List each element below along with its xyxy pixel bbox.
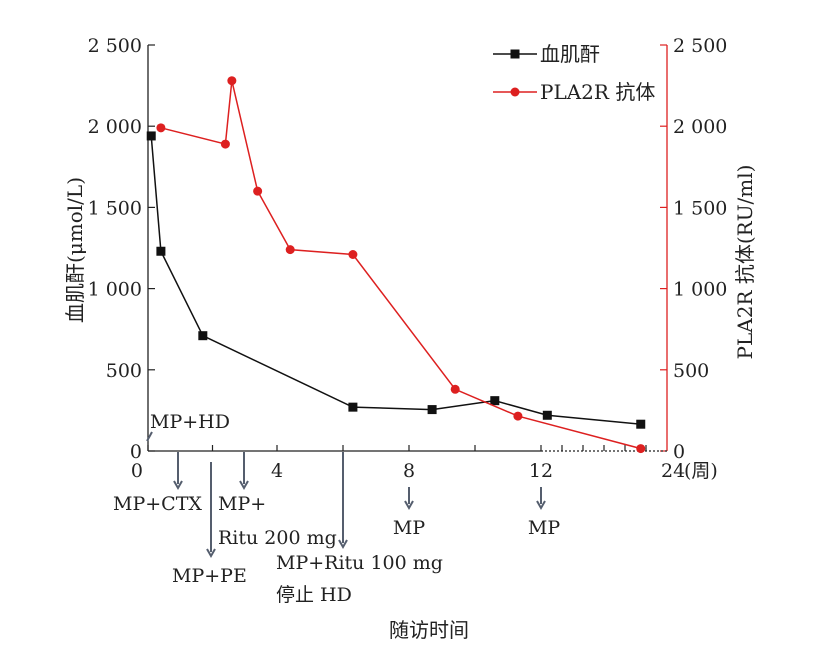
arrow-mp-ritu100-head: [338, 539, 348, 550]
series-group: [146, 76, 646, 454]
annotation-mp-ritu100-line1: MP+Ritu 100 mg: [276, 552, 443, 574]
x-tick-label: 12: [529, 460, 553, 482]
y-left-tick-label: 2 000: [88, 116, 142, 138]
data-point-circle: [513, 411, 523, 421]
x-axis-label: 随访时间: [389, 618, 469, 642]
data-point-circle: [285, 245, 295, 255]
arrow-mp-8-head: [404, 500, 414, 511]
annotation-mp-ctx: MP+CTX: [113, 493, 202, 515]
data-point-circle: [253, 186, 263, 196]
arrow-mp-12-head: [536, 500, 546, 511]
y-axis-left-label: 血肌酐(μmol/L): [63, 177, 87, 323]
arrow-mp-ritu200-head: [239, 480, 249, 491]
y-left-tick-label: 1 500: [88, 197, 142, 219]
data-point-circle: [348, 249, 358, 259]
data-point-square: [636, 419, 646, 429]
y-left-tick-label: 0: [130, 441, 142, 463]
x-tick-label: 0: [131, 460, 143, 482]
y-right-tick-label: 2 000: [673, 116, 727, 138]
y-right-tick-label: 0: [673, 441, 685, 463]
legend-marker-circle: [510, 87, 520, 97]
data-point-square: [146, 131, 156, 141]
x-tick-label: 8: [403, 460, 415, 482]
y-right-tick-label: 2 500: [673, 35, 727, 57]
arrow-mp-pe-head: [206, 548, 216, 559]
legend: 血肌酐 PLA2R 抗体: [493, 42, 655, 104]
data-point-square: [427, 405, 437, 415]
axes: 0 500 1 000 1 500 2 000 2 500 血肌酐(μmol/L) 0 500 1…: [63, 35, 757, 482]
data-point-circle: [156, 123, 166, 133]
legend-label: PLA2R 抗体: [540, 80, 655, 104]
data-point-square: [348, 402, 358, 412]
annotation-mp-ritu200-line2: Ritu 200 mg: [218, 527, 337, 549]
y-axis-right-label: PLA2R 抗体(RU/ml): [733, 165, 757, 360]
data-point-circle: [227, 76, 237, 86]
y-right-tick-label: 1 000: [673, 279, 727, 301]
treatment-annotations: MP+HD MP+CTX MP+PE MP+ Ritu 200 mg MP+Ritu 10…: [113, 411, 560, 606]
y-right-tick-label: 500: [673, 360, 709, 382]
annotation-mp-12: MP: [528, 517, 560, 539]
x-unit-label: (周): [684, 460, 718, 482]
annotation-mp-ritu200-line1: MP+: [218, 493, 266, 515]
annotation-mp-8: MP: [393, 517, 425, 539]
annotation-mp-hd: MP+HD: [150, 411, 230, 433]
data-point-square: [490, 396, 500, 406]
data-point-square: [156, 246, 166, 256]
annotation-mp-ritu100-line2: 停止 HD: [276, 584, 352, 606]
data-point-square: [542, 410, 552, 420]
series-line-creatinine: [150, 135, 641, 425]
x-tick-label: 24: [661, 460, 685, 482]
legend-marker-square: [510, 49, 520, 59]
data-point-square: [198, 331, 208, 341]
arrow-mp-ctx-head: [173, 480, 183, 491]
annotation-mp-pe: MP+PE: [172, 565, 247, 587]
data-point-circle: [220, 139, 230, 149]
y-left-tick-label: 500: [106, 360, 142, 382]
series-line-pla2r: [160, 80, 641, 450]
y-left-tick-label: 1 000: [88, 279, 142, 301]
legend-label: 血肌酐: [540, 42, 600, 66]
x-tick-label: 4: [271, 460, 283, 482]
y-right-tick-label: 1 500: [673, 197, 727, 219]
data-point-circle: [450, 384, 460, 394]
data-point-circle: [636, 444, 646, 454]
y-left-tick-label: 2 500: [88, 35, 142, 57]
arrow-mp-hd: [146, 431, 153, 442]
